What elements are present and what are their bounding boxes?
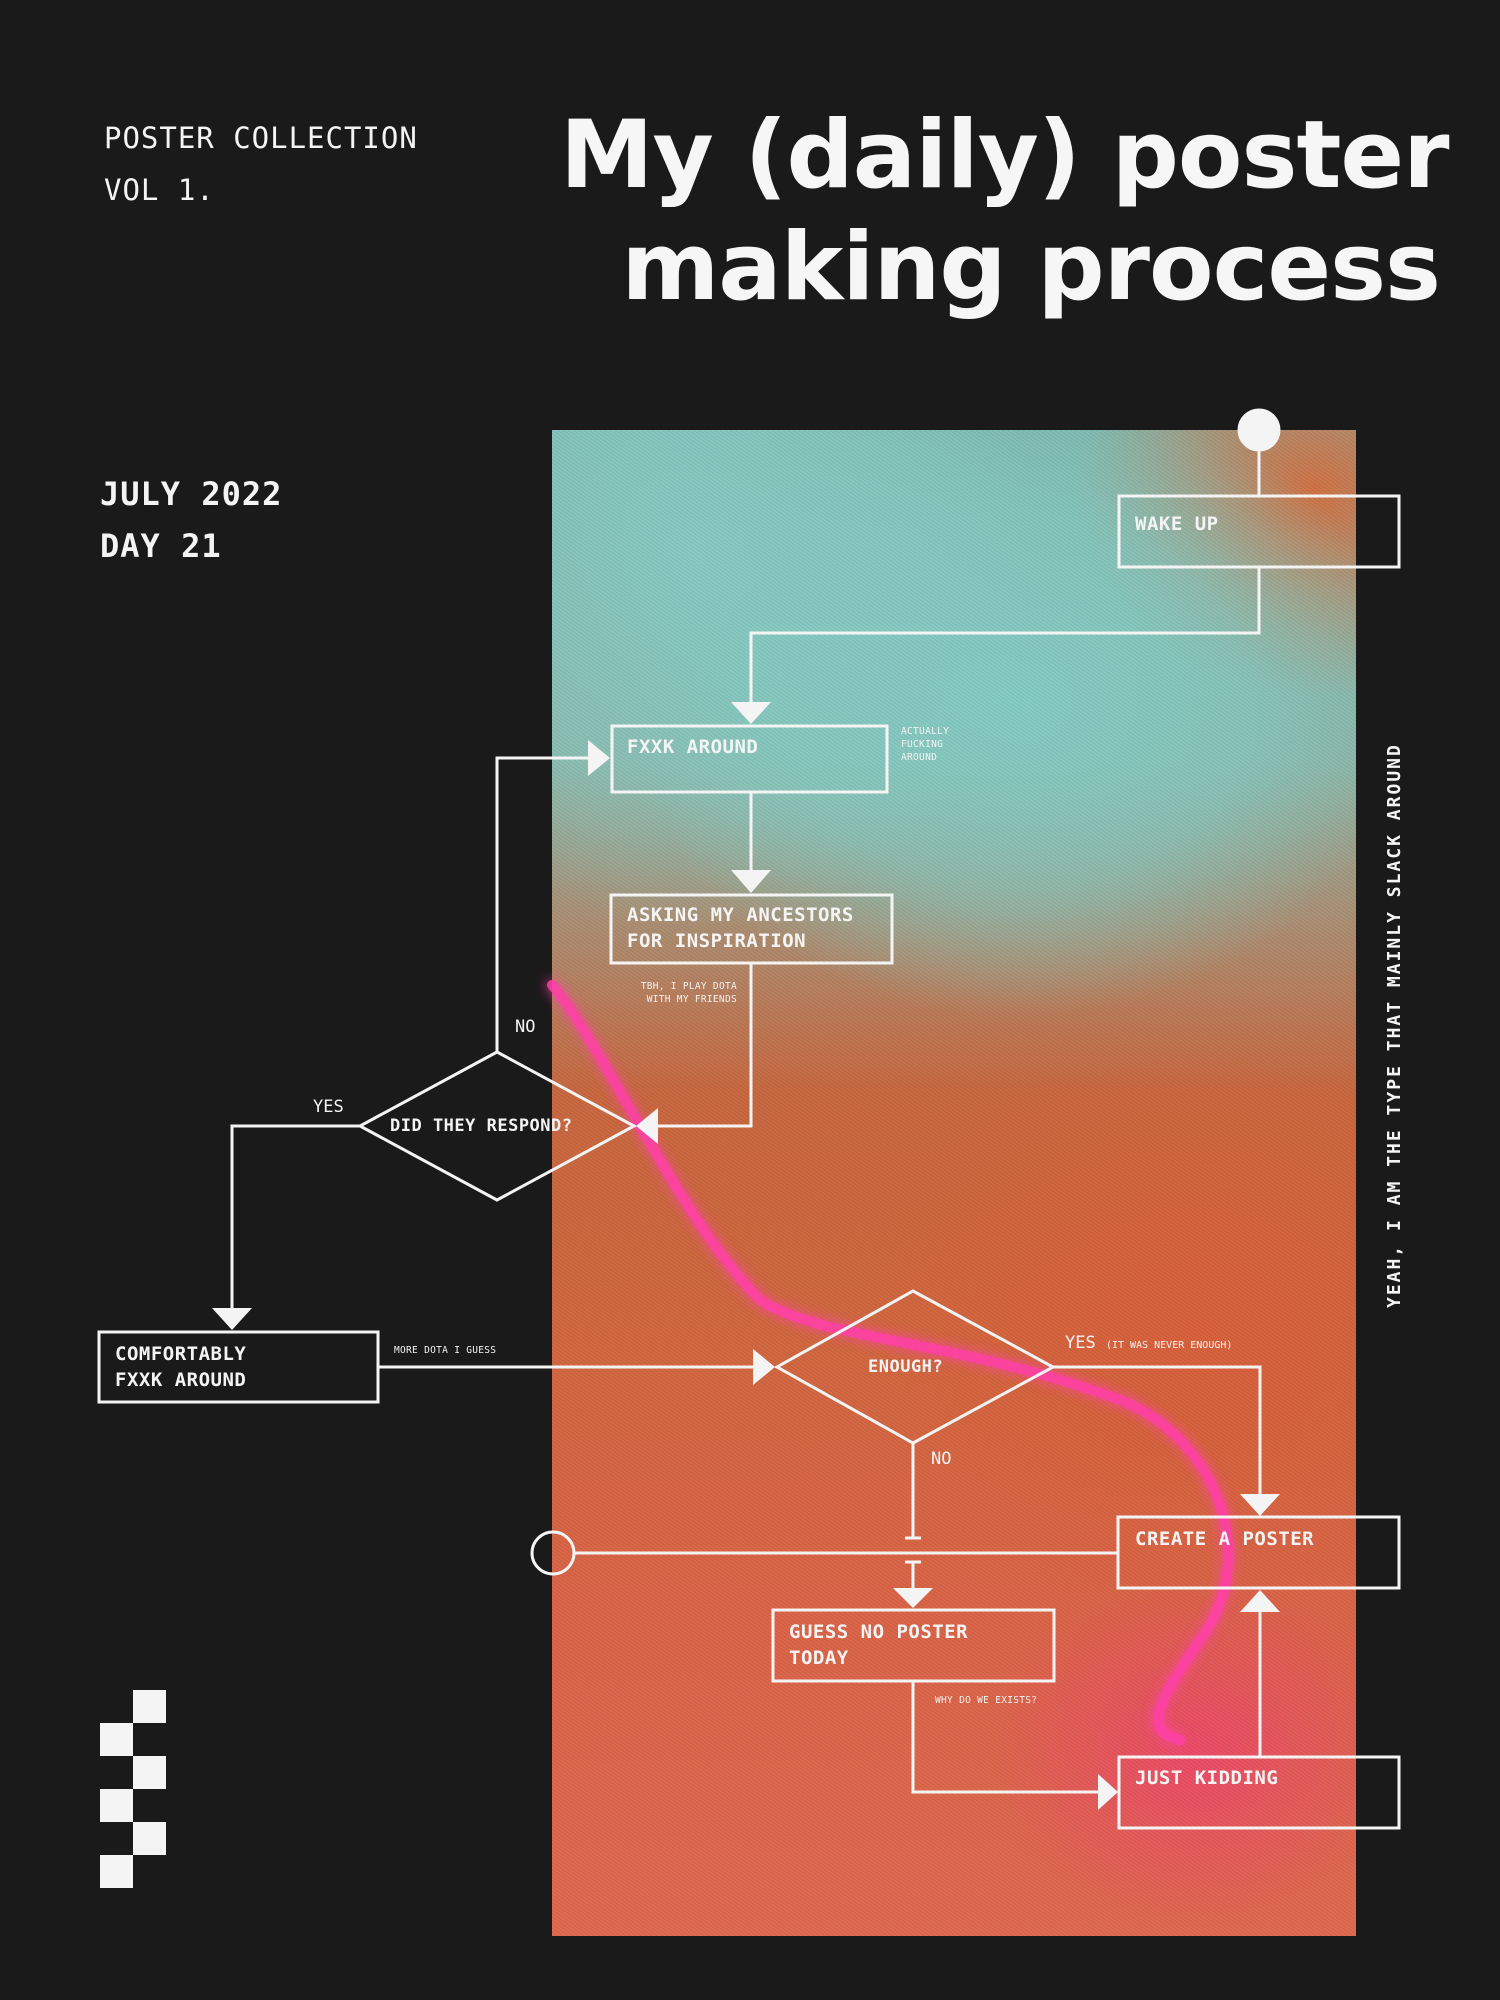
create-poster-label: CREATE A POSTER xyxy=(1135,1528,1315,1550)
connector-yes-comfortably xyxy=(230,1124,360,1308)
arrow-into-guess xyxy=(893,1588,933,1608)
date-block: JULY 2022 DAY 21 xyxy=(100,468,282,572)
yes-label-enough: YES (IT WAS NEVER ENOUGH) xyxy=(1065,1332,1232,1357)
yes-label-enough-text: YES xyxy=(1065,1333,1096,1353)
connector-yes-create xyxy=(1053,1365,1262,1494)
wake-up-label: WAKE UP xyxy=(1135,513,1219,535)
checker-cell xyxy=(133,1822,166,1855)
panel-noise xyxy=(552,430,1356,1936)
fxxk-note-line-1: ACTUALLY xyxy=(901,726,950,737)
gradient-panel xyxy=(552,430,1356,1936)
date-month-year: JULY 2022 xyxy=(100,475,283,513)
arrow-into-kidding xyxy=(1098,1774,1118,1810)
checker-cell xyxy=(133,1690,166,1723)
arrow-kidding-up xyxy=(1240,1590,1280,1612)
arrow-into-enough xyxy=(753,1349,775,1385)
arrow-into-fxxk xyxy=(731,702,771,724)
connector-no-loop xyxy=(495,756,588,1052)
connector-wakeup-fxxk xyxy=(749,567,1261,702)
end-node-circle xyxy=(530,1530,576,1576)
just-kidding-label: JUST KIDDING xyxy=(1135,1767,1279,1789)
ancestors-note: TBH, I PLAY DOTA WITH MY FRIENDS xyxy=(624,980,737,1006)
arrow-into-ancestors xyxy=(731,870,771,893)
date-day: DAY 21 xyxy=(100,527,222,565)
ancestors-note-line-2: WITH MY FRIENDS xyxy=(646,994,737,1005)
fxxk-around-note: ACTUALLY FUCKING AROUND xyxy=(901,725,949,764)
guess-line-2: TODAY xyxy=(789,1647,849,1669)
connector-guess-kidding xyxy=(911,1681,1098,1794)
start-node-circle xyxy=(1237,408,1281,452)
arrow-into-respond xyxy=(636,1108,658,1144)
fxxk-note-line-2: FUCKING xyxy=(901,739,944,750)
side-note-vertical: YEAH, I AM THE TYPE THAT MAINLY SLACK AR… xyxy=(1384,743,1405,1308)
yes-label-respond: YES xyxy=(313,1097,344,1117)
checker-cell xyxy=(100,1855,133,1888)
ancestors-note-line-1: TBH, I PLAY DOTA xyxy=(640,981,737,992)
checker-cell xyxy=(100,1723,133,1756)
collection-line-1: POSTER COLLECTION xyxy=(104,121,418,155)
title-line-2: making process xyxy=(621,213,1441,322)
respond-label: DID THEY RESPOND? xyxy=(390,1116,573,1136)
comfortably-label: COMFORTABLY FXXK AROUND xyxy=(115,1341,246,1393)
no-label-respond: NO xyxy=(515,1017,536,1037)
yes-label-enough-note: (IT WAS NEVER ENOUGH) xyxy=(1105,1340,1233,1351)
enough-label: ENOUGH? xyxy=(868,1357,944,1377)
pink-glow-curve xyxy=(547,980,1234,1745)
checker-cell xyxy=(133,1756,166,1789)
title-line-1: My (daily) poster xyxy=(560,101,1449,210)
arrow-into-create xyxy=(1240,1494,1280,1516)
fxxk-around-label: FXXK AROUND xyxy=(627,736,759,758)
arrow-into-comfortably xyxy=(212,1308,252,1330)
guess-line-1: GUESS NO POSTER xyxy=(789,1621,969,1643)
checker-cell xyxy=(100,1789,133,1822)
comfortably-line-2: FXXK AROUND xyxy=(115,1369,247,1391)
respond-diamond xyxy=(356,1050,638,1202)
ancestors-line-2: FOR INSPIRATION xyxy=(627,930,807,952)
more-dota-note: MORE DOTA I GUESS xyxy=(394,1345,497,1356)
guess-no-poster-label: GUESS NO POSTER TODAY xyxy=(789,1619,968,1671)
arrow-loop-into-fxxk xyxy=(588,740,610,776)
checker-ornament xyxy=(100,1690,166,1888)
ancestors-label: ASKING MY ANCESTORS FOR INSPIRATION xyxy=(627,902,854,954)
collection-line-2: VOL 1. xyxy=(104,173,215,207)
connector-ancestors-respond xyxy=(658,963,753,1128)
collection-label: POSTER COLLECTION VOL 1. xyxy=(104,112,418,216)
fxxk-note-line-3: AROUND xyxy=(901,752,938,763)
comfortably-line-1: COMFORTABLY xyxy=(115,1343,247,1365)
no-label-enough: NO xyxy=(931,1449,952,1469)
ancestors-line-1: ASKING MY ANCESTORS xyxy=(627,904,854,926)
poster-title: My (daily) poster making process xyxy=(560,100,1449,324)
why-note: WHY DO WE EXISTS? xyxy=(935,1695,1038,1706)
